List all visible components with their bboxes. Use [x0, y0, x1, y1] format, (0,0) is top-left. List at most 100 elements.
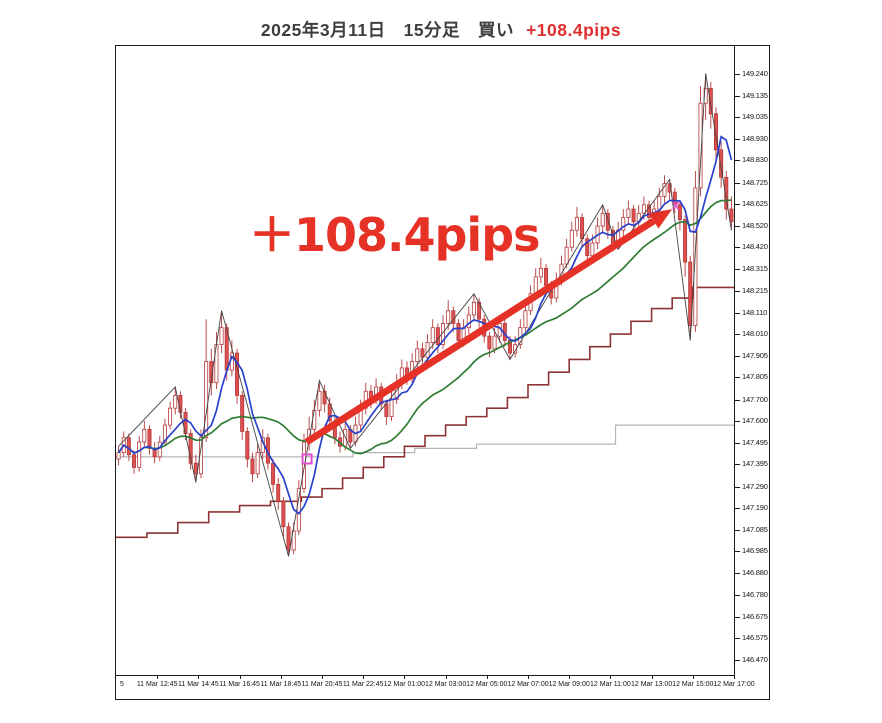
price-tick: [735, 226, 740, 228]
price-tick: [735, 203, 740, 205]
price-label: 149.035: [742, 111, 768, 121]
time-label: 11 Mar 18:45: [260, 681, 302, 688]
price-tick: [735, 529, 740, 531]
price-tick: [735, 312, 740, 314]
chart-plot-area[interactable]: x ＋108.4pips: [116, 46, 735, 676]
price-tick: [735, 486, 740, 488]
price-tick: [735, 637, 740, 639]
time-label: 12 Mar 03:00: [424, 681, 467, 688]
price-tick: [735, 182, 740, 184]
entry-marker: [301, 453, 313, 465]
title-text: 2025年3月11日 15分足 買い: [260, 20, 515, 40]
time-label: 12 Mar 15:00: [672, 681, 714, 688]
stop-step-line: [116, 286, 734, 539]
price-label: 148.625: [742, 198, 768, 208]
trade-arrow-head: [648, 209, 673, 229]
price-label: 147.290: [742, 481, 768, 491]
price-label: 146.470: [742, 655, 768, 665]
price-label: 147.805: [742, 372, 768, 382]
time-tick: [198, 676, 200, 679]
price-label: 148.930: [742, 134, 768, 144]
price-label: 148.725: [742, 177, 768, 187]
price-label: 147.700: [742, 394, 768, 404]
price-tick: [735, 290, 740, 292]
price-axis: 149.240 149.135 149.035 148.930 148.830 148.7…: [735, 46, 769, 676]
time-label: 11 Mar 12:45: [136, 681, 178, 688]
price-label: 148.830: [742, 155, 768, 165]
price-label: 147.395: [742, 459, 768, 469]
price-label: 146.880: [742, 568, 768, 578]
price-label: 148.215: [742, 285, 768, 295]
price-tick: [735, 73, 740, 75]
time-tick: [239, 676, 241, 679]
time-tick: [445, 676, 447, 679]
time-label: 11 Mar 22:45: [342, 681, 384, 688]
price-label: 148.420: [742, 242, 768, 252]
price-tick: [735, 334, 740, 336]
price-tick: [735, 464, 740, 466]
price-tick: [735, 594, 740, 596]
time-tick: [528, 676, 529, 679]
price-tick: [735, 660, 740, 662]
exit-marker: x: [672, 196, 680, 212]
price-tick: [735, 420, 740, 422]
price-tick: [735, 160, 740, 162]
page-title: 2025年3月11日 15分足 買い +108.4pips: [0, 17, 882, 42]
time-label: 12 Mar 01:00: [383, 681, 426, 688]
time-tick: [363, 676, 365, 679]
price-tick: [735, 269, 740, 271]
price-label: 146.575: [742, 632, 768, 642]
price-label: 148.315: [742, 264, 768, 274]
price-tick: [735, 116, 740, 118]
price-label: 147.600: [742, 415, 768, 425]
price-tick: [735, 95, 740, 97]
time-tick: [404, 676, 406, 679]
price-label: 146.675: [742, 611, 768, 621]
price-label: 147.905: [742, 351, 768, 361]
price-tick: [735, 377, 740, 379]
time-label: 5: [120, 681, 124, 688]
flat-step-line: [116, 424, 734, 458]
price-label: 149.240: [742, 68, 768, 78]
price-label: 148.520: [742, 221, 768, 231]
price-label: 146.780: [742, 589, 768, 599]
price-tick: [735, 356, 740, 358]
time-tick: [734, 676, 735, 679]
price-label: 149.135: [742, 90, 768, 100]
time-tick: [157, 676, 159, 679]
price-label: 146.985: [742, 546, 768, 556]
time-tick: [692, 676, 694, 679]
profit-annotation: ＋108.4pips: [249, 208, 541, 262]
time-label: 12 Mar 11:00: [590, 681, 631, 688]
price-tick: [735, 616, 740, 618]
price-tick: [735, 551, 740, 553]
price-tick: [735, 139, 740, 141]
price-tick: [735, 399, 740, 401]
time-tick: [569, 676, 571, 679]
time-tick: [322, 676, 323, 679]
time-label: 12 Mar 09:00: [548, 681, 590, 688]
price-label: 147.190: [742, 502, 768, 512]
slow-ma-line: [117, 199, 732, 455]
time-label: 12 Mar 07:00: [507, 681, 549, 688]
time-tick: [651, 676, 653, 679]
price-tick: [735, 443, 740, 445]
price-tick: [735, 573, 740, 575]
time-label: 12 Mar 13:00: [630, 681, 673, 688]
time-tick: [486, 676, 488, 679]
time-label: 12 Mar 05:00: [466, 681, 508, 688]
price-label: 148.010: [742, 329, 768, 339]
time-label: 11 Mar 16:45: [219, 681, 260, 688]
time-tick: [280, 676, 282, 679]
trade-arrow: [304, 217, 656, 445]
price-tick: [735, 507, 740, 509]
price-label: 148.110: [742, 307, 768, 317]
zigzag-line: [118, 73, 732, 557]
time-label: 12 Mar 17:00: [713, 681, 755, 688]
candles-layer: [116, 73, 734, 557]
time-axis: 5 11 Mar 12:45 11 Mar 14:45 11 Mar 16:45 11 …: [116, 676, 769, 699]
price-tick: [735, 247, 740, 249]
time-tick: [610, 676, 612, 679]
price-label: 147.495: [742, 438, 768, 448]
